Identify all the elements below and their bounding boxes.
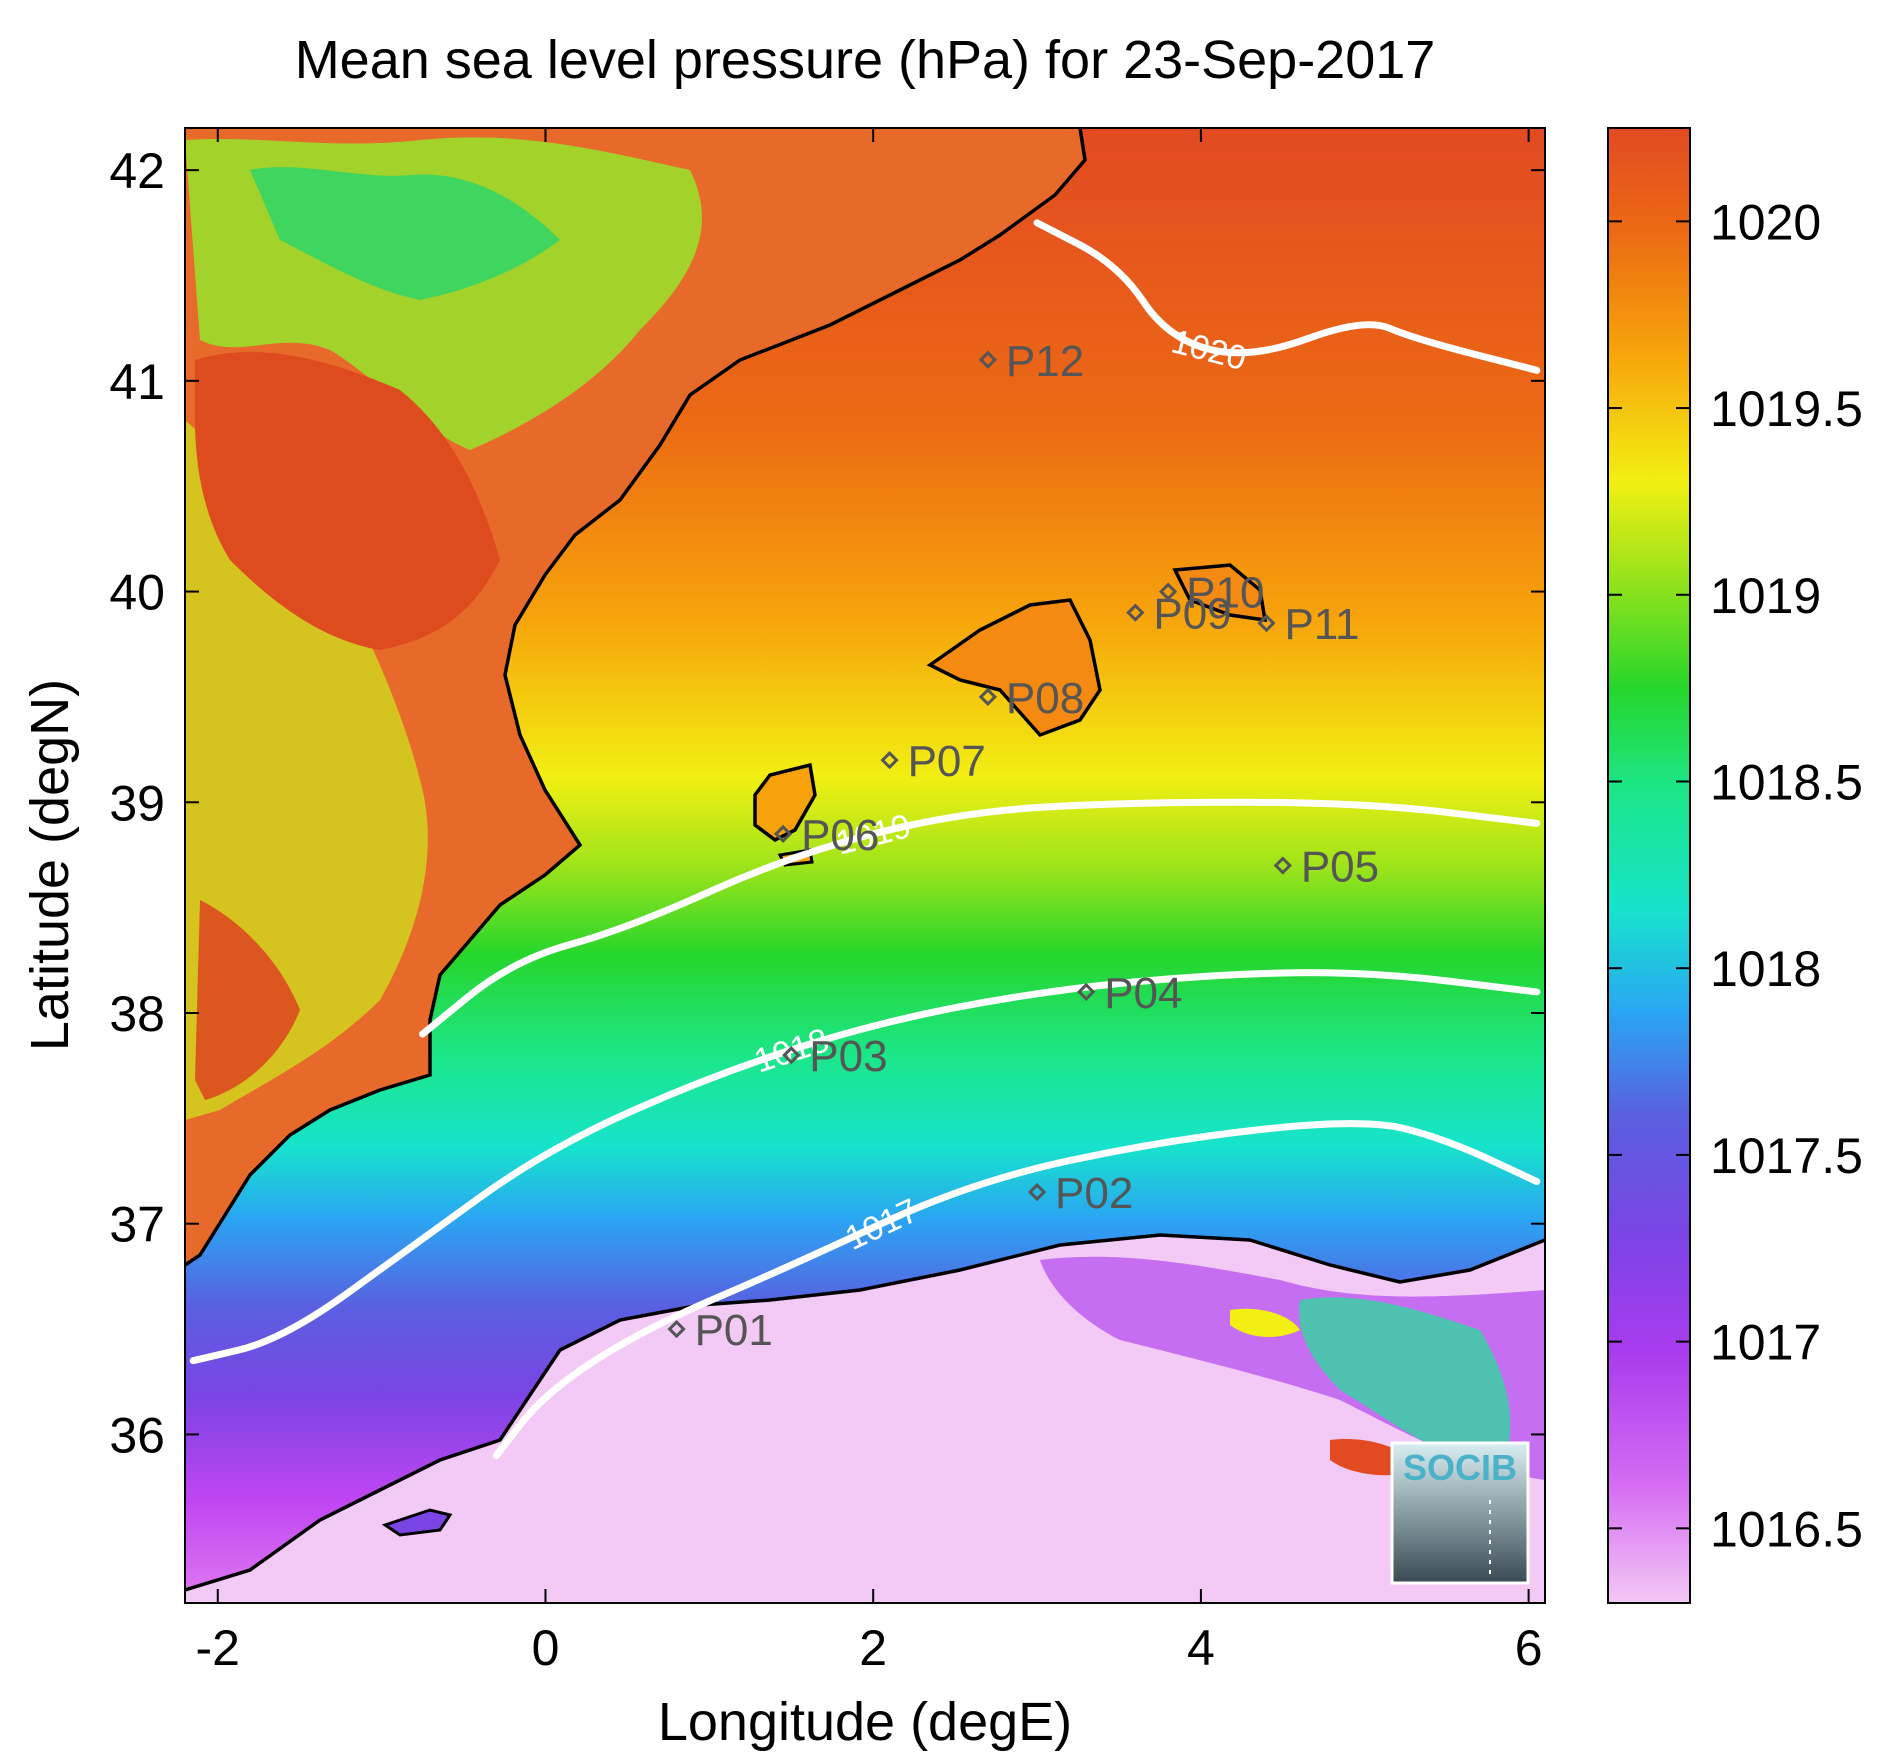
island-alboran xyxy=(381,1508,453,1537)
station-marker-p05 xyxy=(1273,856,1292,875)
contour-1018 xyxy=(189,969,1541,1365)
socib-logo: SOCIB xyxy=(1390,1441,1530,1585)
x-tick-label-2: 2 xyxy=(859,1620,887,1676)
y-axis-label: Latitude (degN) xyxy=(20,679,80,1051)
station-marker-p10 xyxy=(1159,582,1178,601)
cb-tick-label-6: 1019.5 xyxy=(1710,381,1863,437)
colorbar-ticks: 1016.5 1017 1017.5 1018 1018.5 1019 1019.5 1020 xyxy=(1608,194,1863,1557)
y-tick-label-3: 39 xyxy=(109,775,165,831)
x-tick-label-0: -2 xyxy=(196,1620,240,1676)
cb-tick-label-7: 1020 xyxy=(1710,194,1821,250)
x-axis-label: Longitude (degE) xyxy=(658,1692,1072,1752)
africa-coastline xyxy=(185,1233,1545,1592)
cb-tick-label-5: 1019 xyxy=(1710,568,1821,624)
x-tick-label-1: 0 xyxy=(532,1620,560,1676)
station-label-p07: P07 xyxy=(908,737,986,786)
island-ibiza xyxy=(753,762,817,843)
cb-tick-label-0: 1016.5 xyxy=(1710,1501,1863,1557)
station-label-p06: P06 xyxy=(801,811,879,860)
x-axis-ticks: -2 0 2 4 6 xyxy=(196,128,1543,1676)
y-tick-label-5: 41 xyxy=(109,354,165,410)
station-marker-p09 xyxy=(1126,603,1145,622)
y-tick-label-1: 37 xyxy=(109,1197,165,1253)
station-marker-p02 xyxy=(1027,1182,1047,1202)
y-tick-label-6: 42 xyxy=(109,143,165,199)
station-label-p02: P02 xyxy=(1055,1169,1133,1218)
station-label-p03: P03 xyxy=(809,1032,887,1081)
contour-1017 xyxy=(492,1120,1541,1459)
station-marker-p04 xyxy=(1077,982,1096,1002)
y-tick-label-0: 36 xyxy=(109,1407,165,1463)
cb-tick-label-4: 1018.5 xyxy=(1710,754,1863,810)
iberia-teal-hills xyxy=(250,167,560,300)
iberia-coastline xyxy=(185,128,1087,1267)
socib-logo-text: SOCIB xyxy=(1403,1447,1517,1488)
chart-title: Mean sea level pressure (hPa) for 23-Sep… xyxy=(295,30,1436,90)
contour-1020 xyxy=(1033,219,1541,374)
contour-1019 xyxy=(419,798,1541,1038)
africa-yellow-spot xyxy=(1230,1308,1300,1337)
x-tick-label-3: 4 xyxy=(1187,1620,1215,1676)
x-tick-label-4: 6 xyxy=(1515,1620,1543,1676)
cb-tick-label-3: 1018 xyxy=(1710,941,1821,997)
station-label-p05: P05 xyxy=(1301,843,1379,892)
cb-tick-label-1: 1017 xyxy=(1710,1315,1821,1371)
africa-green-relief xyxy=(1299,1297,1511,1470)
iberia-red-south xyxy=(195,900,300,1100)
station-marker-p03 xyxy=(782,1046,801,1065)
island-mallorca xyxy=(926,598,1102,738)
station-label-p12: P12 xyxy=(1006,337,1084,386)
station-label-p11: P11 xyxy=(1284,600,1359,649)
station-label-p08: P08 xyxy=(1006,674,1084,723)
station-marker-p11 xyxy=(1257,614,1276,633)
colorbar xyxy=(1607,127,1691,1604)
y-tick-label-4: 40 xyxy=(109,565,165,621)
station-label-p10: P10 xyxy=(1186,569,1264,618)
y-axis-ticks: 36 37 38 39 40 41 42 xyxy=(109,143,1545,1463)
cb-tick-label-2: 1017.5 xyxy=(1710,1128,1863,1184)
station-label-p01: P01 xyxy=(695,1306,773,1355)
station-marker-p12 xyxy=(978,350,998,369)
station-label-p04: P04 xyxy=(1104,969,1182,1018)
iberia-red-meseta xyxy=(195,351,500,650)
station-marker-p01 xyxy=(667,1319,686,1339)
station-marker-p06 xyxy=(773,824,793,844)
plot-frame xyxy=(184,127,1546,1604)
station-marker-p07 xyxy=(880,751,899,770)
station-marker-p08 xyxy=(978,687,998,707)
island-menorca xyxy=(1172,563,1268,623)
y-tick-label-2: 38 xyxy=(109,986,165,1042)
